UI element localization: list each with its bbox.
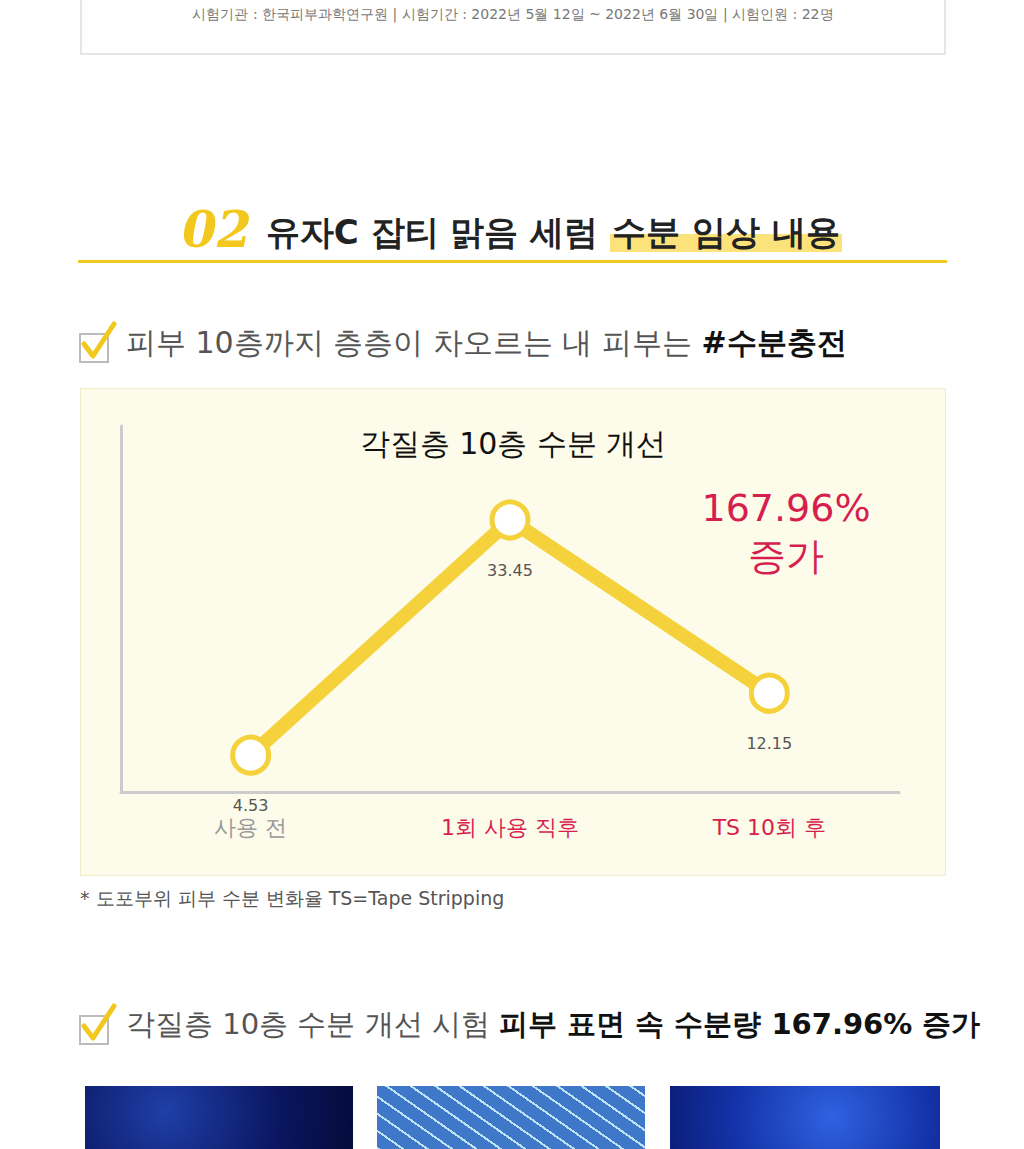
svg-text:증가: 증가 — [748, 534, 824, 578]
svg-text:사용 전: 사용 전 — [214, 815, 287, 840]
html-text:각질층 10층 수분 개선 시험 피부 표면 속 수분량 1: 각질층 10층 수분 개선 시험 피부 표면 속 수분량 167.96% 증가 — [126, 1007, 981, 1041]
html-text:시험기관 : 한국피부과학연구원 | 시험기간 : 2022: 시험기관 : 한국피부과학연구원 | 시험기간 : 2022년 5월 12일 ~… — [192, 6, 834, 22]
svg-text:1회 사용 직후: 1회 사용 직후 — [441, 815, 579, 840]
svg-text:TS 10회 후: TS 10회 후 — [712, 815, 826, 840]
html-text:피부 10층까지 층층이 차오르는 내 피부는 #수분충전: 피부 10층까지 층층이 차오르는 내 피부는 #수분충전 — [126, 324, 847, 360]
svg-text:167.96%: 167.96% — [701, 486, 870, 530]
html-text:* 도포부위 피부 수분 변화율 TS=Tape Strip: * 도포부위 피부 수분 변화율 TS=Tape Stripping — [80, 887, 505, 909]
html-text:02 유자C 잡티 맑음 세럼 수분 임상 내용: 02 유자C 잡티 맑음 세럼 수분 임상 내용 — [182, 200, 840, 259]
svg-text:4.53: 4.53 — [233, 796, 269, 815]
svg-text:33.45: 33.45 — [487, 561, 533, 580]
svg-text:12.15: 12.15 — [746, 734, 792, 753]
svg-text:각질층 10층 수분 개선: 각질층 10층 수분 개선 — [360, 426, 667, 461]
